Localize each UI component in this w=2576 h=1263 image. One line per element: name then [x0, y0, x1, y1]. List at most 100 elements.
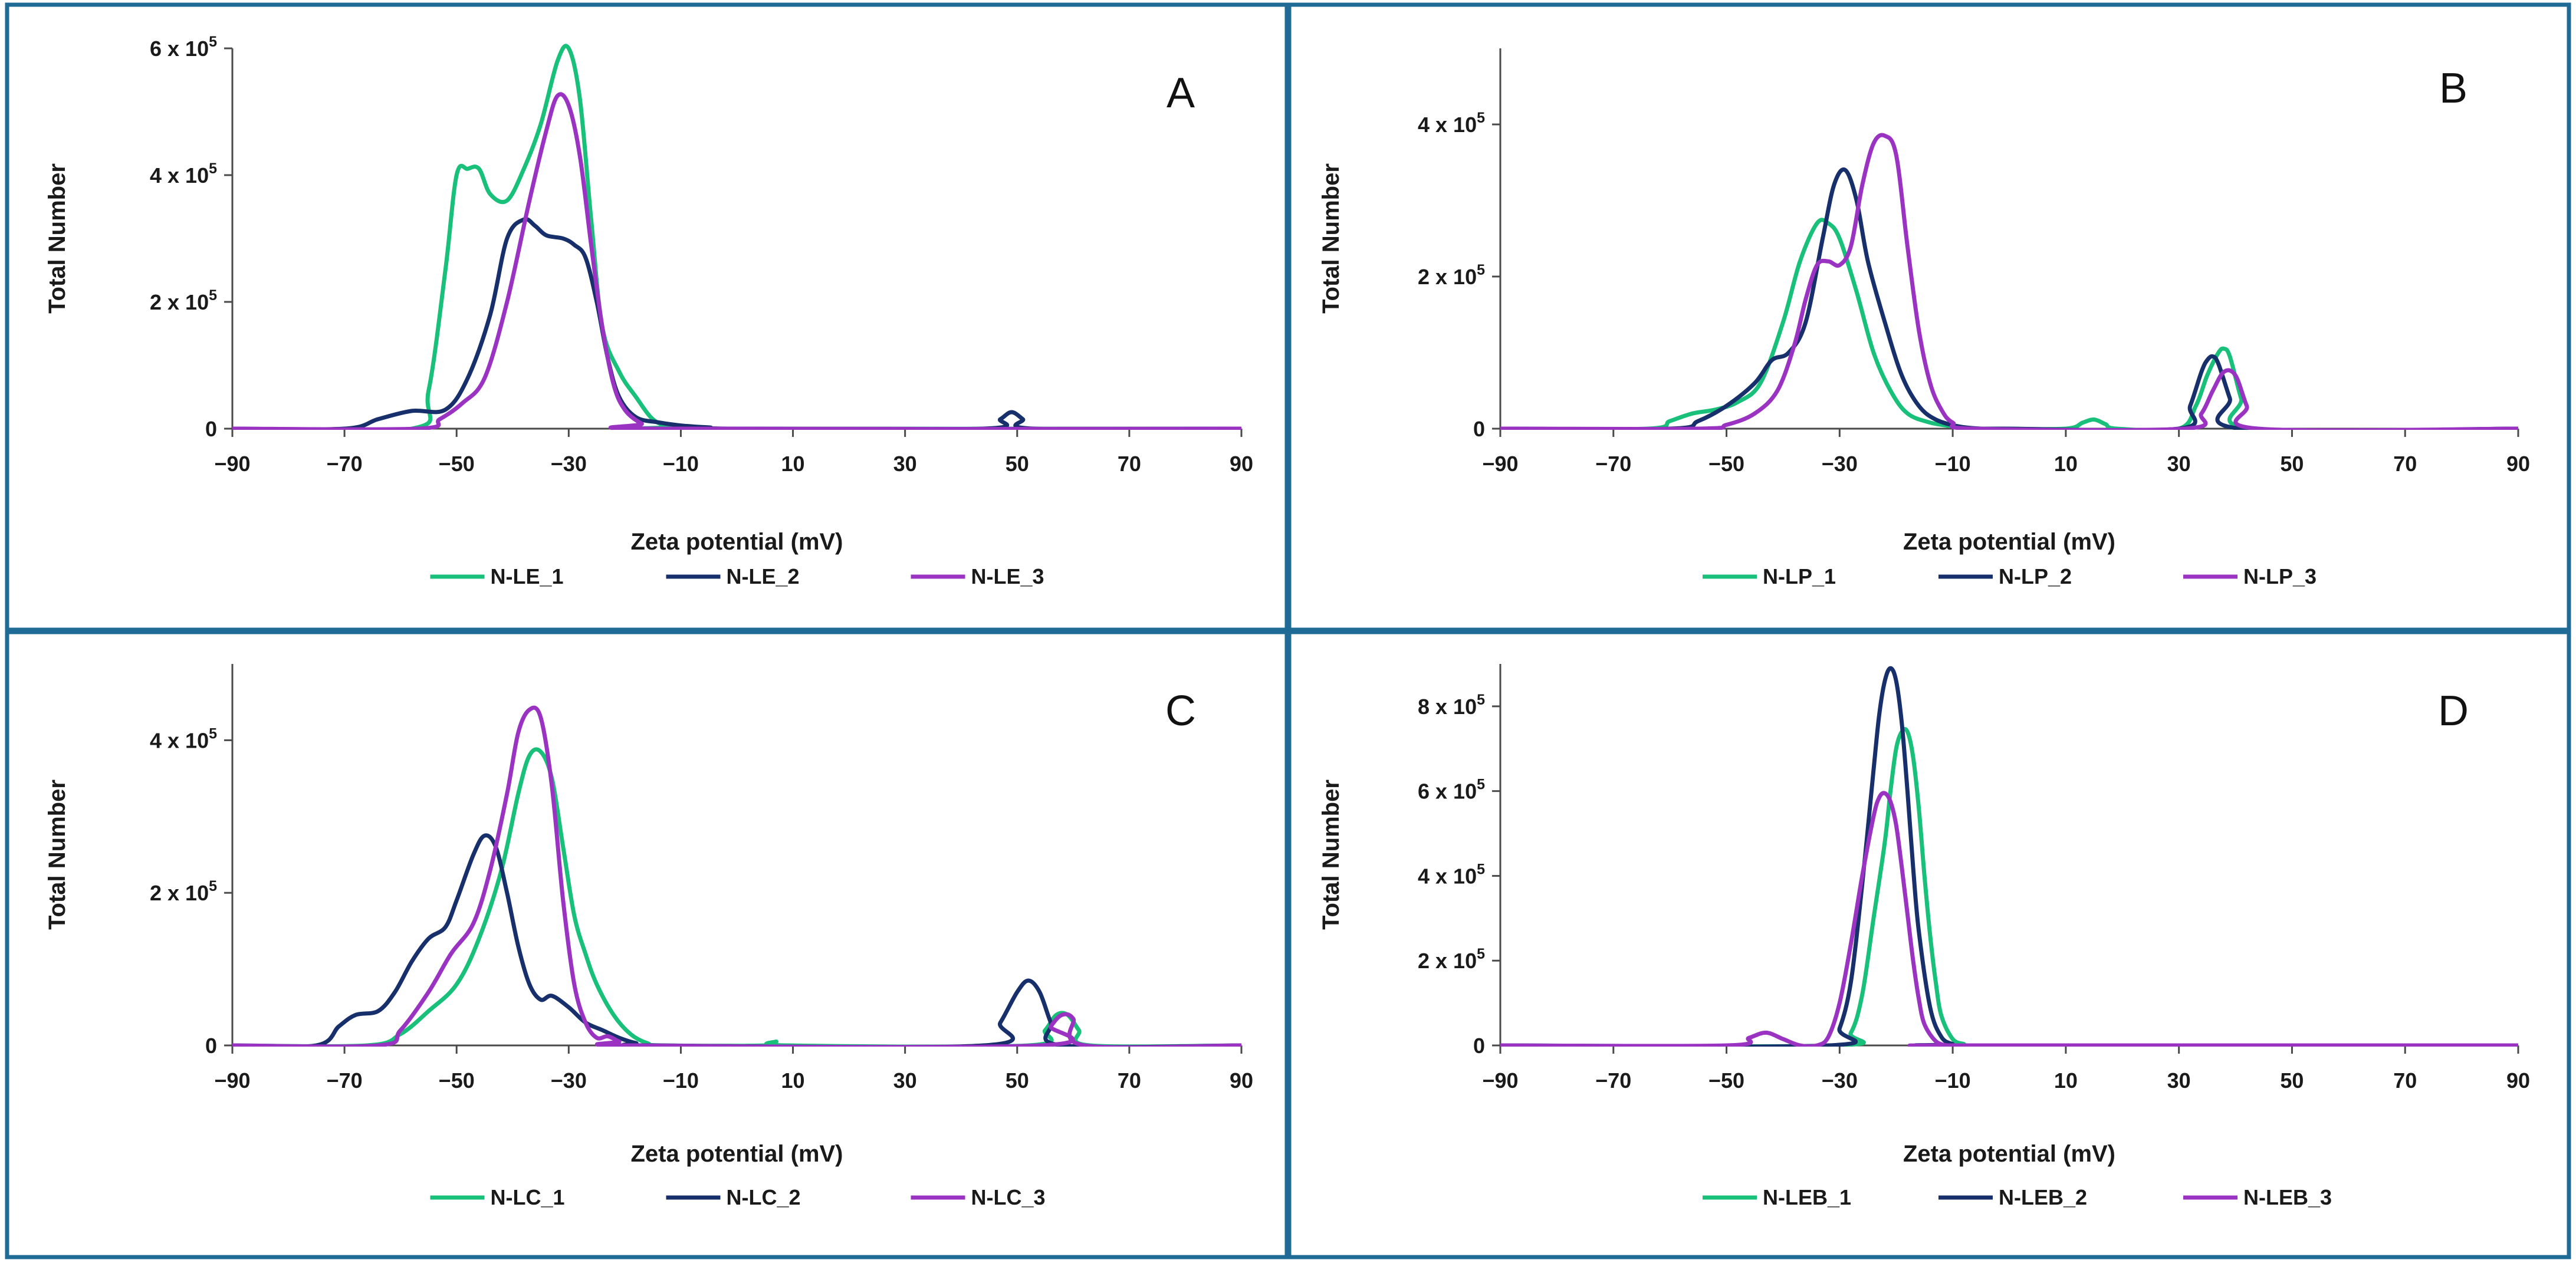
- y-tick-label: 6 x 105: [1418, 777, 1485, 804]
- x-tick-label: 30: [2167, 452, 2191, 476]
- x-tick-label: 50: [1006, 452, 1029, 476]
- x-tick-label: −10: [663, 452, 699, 476]
- y-axis-title: Total Number: [1318, 779, 1344, 930]
- x-tick-label: 50: [2280, 452, 2304, 476]
- x-tick-label: −10: [1935, 452, 1971, 476]
- panel-letter: B: [2439, 65, 2467, 112]
- x-tick-label: 90: [1230, 452, 1253, 476]
- x-tick-label: −90: [214, 1068, 250, 1093]
- chart-panel-a: −90 −70 −50 −30 −10 10 30 50 70 90 0 2 x 105 4 x 105…: [5, 2, 1289, 632]
- x-tick-label: 90: [1230, 1068, 1253, 1093]
- y-tick-label: 4 x 105: [150, 725, 217, 752]
- x-tick-label: 50: [1006, 1068, 1029, 1093]
- x-tick-label: −30: [1822, 452, 1858, 476]
- series-line-n-lc-2: [232, 833, 1241, 1047]
- x-axis-title: Zeta potential (mV): [630, 529, 843, 555]
- x-tick-label: 30: [893, 452, 917, 476]
- chart-panel-c: −90 −70 −50 −30 −10 10 30 50 70 90 0 2 x 105 4 x 105…: [5, 630, 1289, 1259]
- y-tick-label: 0: [205, 417, 217, 441]
- x-tick-label: 50: [2280, 1068, 2304, 1093]
- x-tick-label: 90: [2506, 1068, 2530, 1093]
- panel-frame-d: [1287, 630, 2571, 1259]
- x-tick-label: −50: [1708, 452, 1744, 476]
- legend-entry: N-LEB_1: [1763, 1185, 1851, 1209]
- legend-entry: N-LP_2: [1999, 564, 2072, 588]
- x-tick-label: 10: [781, 452, 805, 476]
- x-tick-label: 30: [2167, 1068, 2191, 1093]
- legend-entry: N-LEB_2: [1999, 1185, 2087, 1209]
- panel-letter: A: [1167, 70, 1195, 117]
- legend: N-LC_1 N-LC_2 N-LC_3: [430, 1185, 1046, 1209]
- y-tick-label: 0: [205, 1034, 217, 1058]
- y-axis-title: Total Number: [44, 163, 70, 314]
- panel-letter: C: [1165, 688, 1196, 735]
- x-tick-label: −70: [1595, 452, 1631, 476]
- x-tick-label: −90: [1482, 1068, 1518, 1093]
- y-tick-label: 8 x 105: [1418, 692, 1485, 719]
- x-tick-label: −50: [1708, 1068, 1744, 1093]
- x-tick-label: 70: [2393, 1068, 2417, 1093]
- x-tick-label: 10: [2054, 452, 2078, 476]
- series-line-n-leb-3: [1500, 791, 2518, 1047]
- legend-entry: N-LP_1: [1763, 564, 1836, 588]
- panel-frame-b: [1287, 2, 2571, 632]
- x-tick-label: −70: [1595, 1068, 1631, 1093]
- x-tick-label: 70: [1118, 452, 1141, 476]
- legend-entry: N-LC_3: [971, 1185, 1046, 1209]
- legend-entry: N-LE_1: [491, 564, 564, 588]
- y-tick-label: 6 x 105: [150, 34, 217, 61]
- x-axis-title: Zeta potential (mV): [1903, 529, 2115, 555]
- legend: N-LEB_1 N-LEB_2 N-LEB_3: [1703, 1185, 2332, 1209]
- x-tick-label: 90: [2506, 452, 2530, 476]
- x-tick-label: −30: [551, 1068, 587, 1093]
- y-tick-label: 2 x 105: [1418, 262, 1485, 289]
- x-tick-label: 70: [1118, 1068, 1141, 1093]
- x-tick-label: −90: [214, 452, 250, 476]
- panel-frame-c: [5, 630, 1289, 1259]
- x-tick-label: 30: [893, 1068, 917, 1093]
- legend-entry: N-LC_2: [727, 1185, 801, 1209]
- chart-panel-d: −90 −70 −50 −30 −10 10 30 50 70 90 0 2 x 105 4 x 105…: [1287, 630, 2571, 1259]
- y-tick-label: 4 x 105: [1418, 110, 1485, 137]
- y-tick-label: 0: [1473, 1034, 1485, 1058]
- x-tick-label: −10: [1935, 1068, 1971, 1093]
- y-tick-label: 2 x 105: [150, 287, 217, 314]
- y-axis-title: Total Number: [44, 779, 70, 930]
- panel-frame-a: [5, 2, 1289, 632]
- y-tick-label: 2 x 105: [150, 878, 217, 905]
- legend: N-LE_1 N-LE_2 N-LE_3: [430, 564, 1044, 588]
- legend-entry: N-LC_1: [491, 1185, 565, 1209]
- x-axis-title: Zeta potential (mV): [630, 1141, 843, 1167]
- series-line-n-le-3: [232, 92, 1241, 430]
- series-line-n-lp-3: [1500, 133, 2518, 430]
- y-axis-title: Total Number: [1318, 163, 1344, 314]
- series-line-n-lp-2: [1500, 167, 2518, 430]
- legend-entry: N-LE_3: [971, 564, 1044, 588]
- x-axis-title: Zeta potential (mV): [1903, 1141, 2115, 1167]
- x-tick-label: 10: [2054, 1068, 2078, 1093]
- x-tick-label: −10: [663, 1068, 699, 1093]
- x-tick-label: −30: [1822, 1068, 1858, 1093]
- legend-entry: N-LP_3: [2243, 564, 2317, 588]
- x-tick-label: −90: [1482, 452, 1518, 476]
- y-tick-label: 4 x 105: [150, 160, 217, 188]
- series-line-n-lc-3: [232, 705, 1241, 1047]
- y-tick-label: 0: [1473, 417, 1485, 441]
- series-line-n-lc-1: [232, 747, 1241, 1047]
- x-tick-label: −50: [439, 452, 475, 476]
- legend-entry: N-LEB_3: [2243, 1185, 2332, 1209]
- x-tick-label: 70: [2393, 452, 2417, 476]
- legend: N-LP_1 N-LP_2 N-LP_3: [1703, 564, 2317, 588]
- x-tick-label: −50: [439, 1068, 475, 1093]
- legend-entry: N-LE_2: [727, 564, 800, 588]
- x-tick-label: −70: [327, 452, 363, 476]
- panel-letter: D: [2438, 688, 2469, 735]
- chart-panel-b: −90 −70 −50 −30 −10 10 30 50 70 90 0 2 x 105 4 x 105…: [1287, 2, 2571, 632]
- x-tick-label: −70: [327, 1068, 363, 1093]
- y-tick-label: 4 x 105: [1418, 861, 1485, 888]
- x-tick-label: −30: [551, 452, 587, 476]
- y-tick-label: 2 x 105: [1418, 946, 1485, 973]
- x-tick-label: 10: [781, 1068, 805, 1093]
